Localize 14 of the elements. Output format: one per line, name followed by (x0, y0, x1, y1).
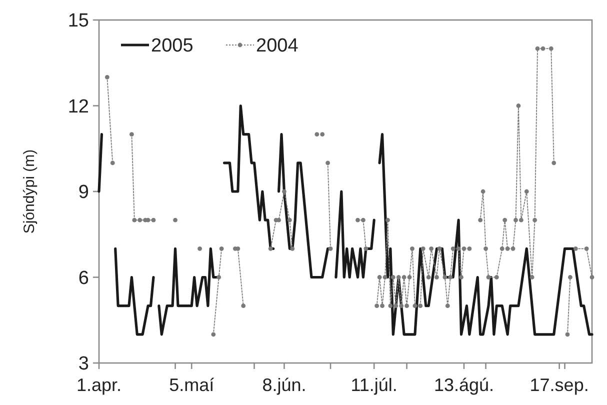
y-tick-label: 6 (78, 268, 89, 289)
x-tick-label: 1.apr. (76, 375, 122, 395)
legend-label: 2005 (151, 36, 194, 57)
y-tick-label: 15 (68, 10, 89, 32)
y-tick-label: 3 (78, 354, 89, 375)
x-tick-label: 13.ágú. (434, 375, 494, 395)
x-tick-label: 17.sep. (530, 375, 589, 395)
x-tick-label: 5.maí (169, 375, 214, 395)
y-axis-title: Sjóndýpi (m) (21, 149, 38, 234)
y-tick-label: 9 (78, 182, 89, 204)
x-tick-label: 8.jún. (262, 375, 306, 395)
y-tick-label: 12 (68, 96, 89, 118)
legend-label: 2004 (256, 36, 299, 57)
x-tick-label: 11.júl. (350, 375, 398, 395)
